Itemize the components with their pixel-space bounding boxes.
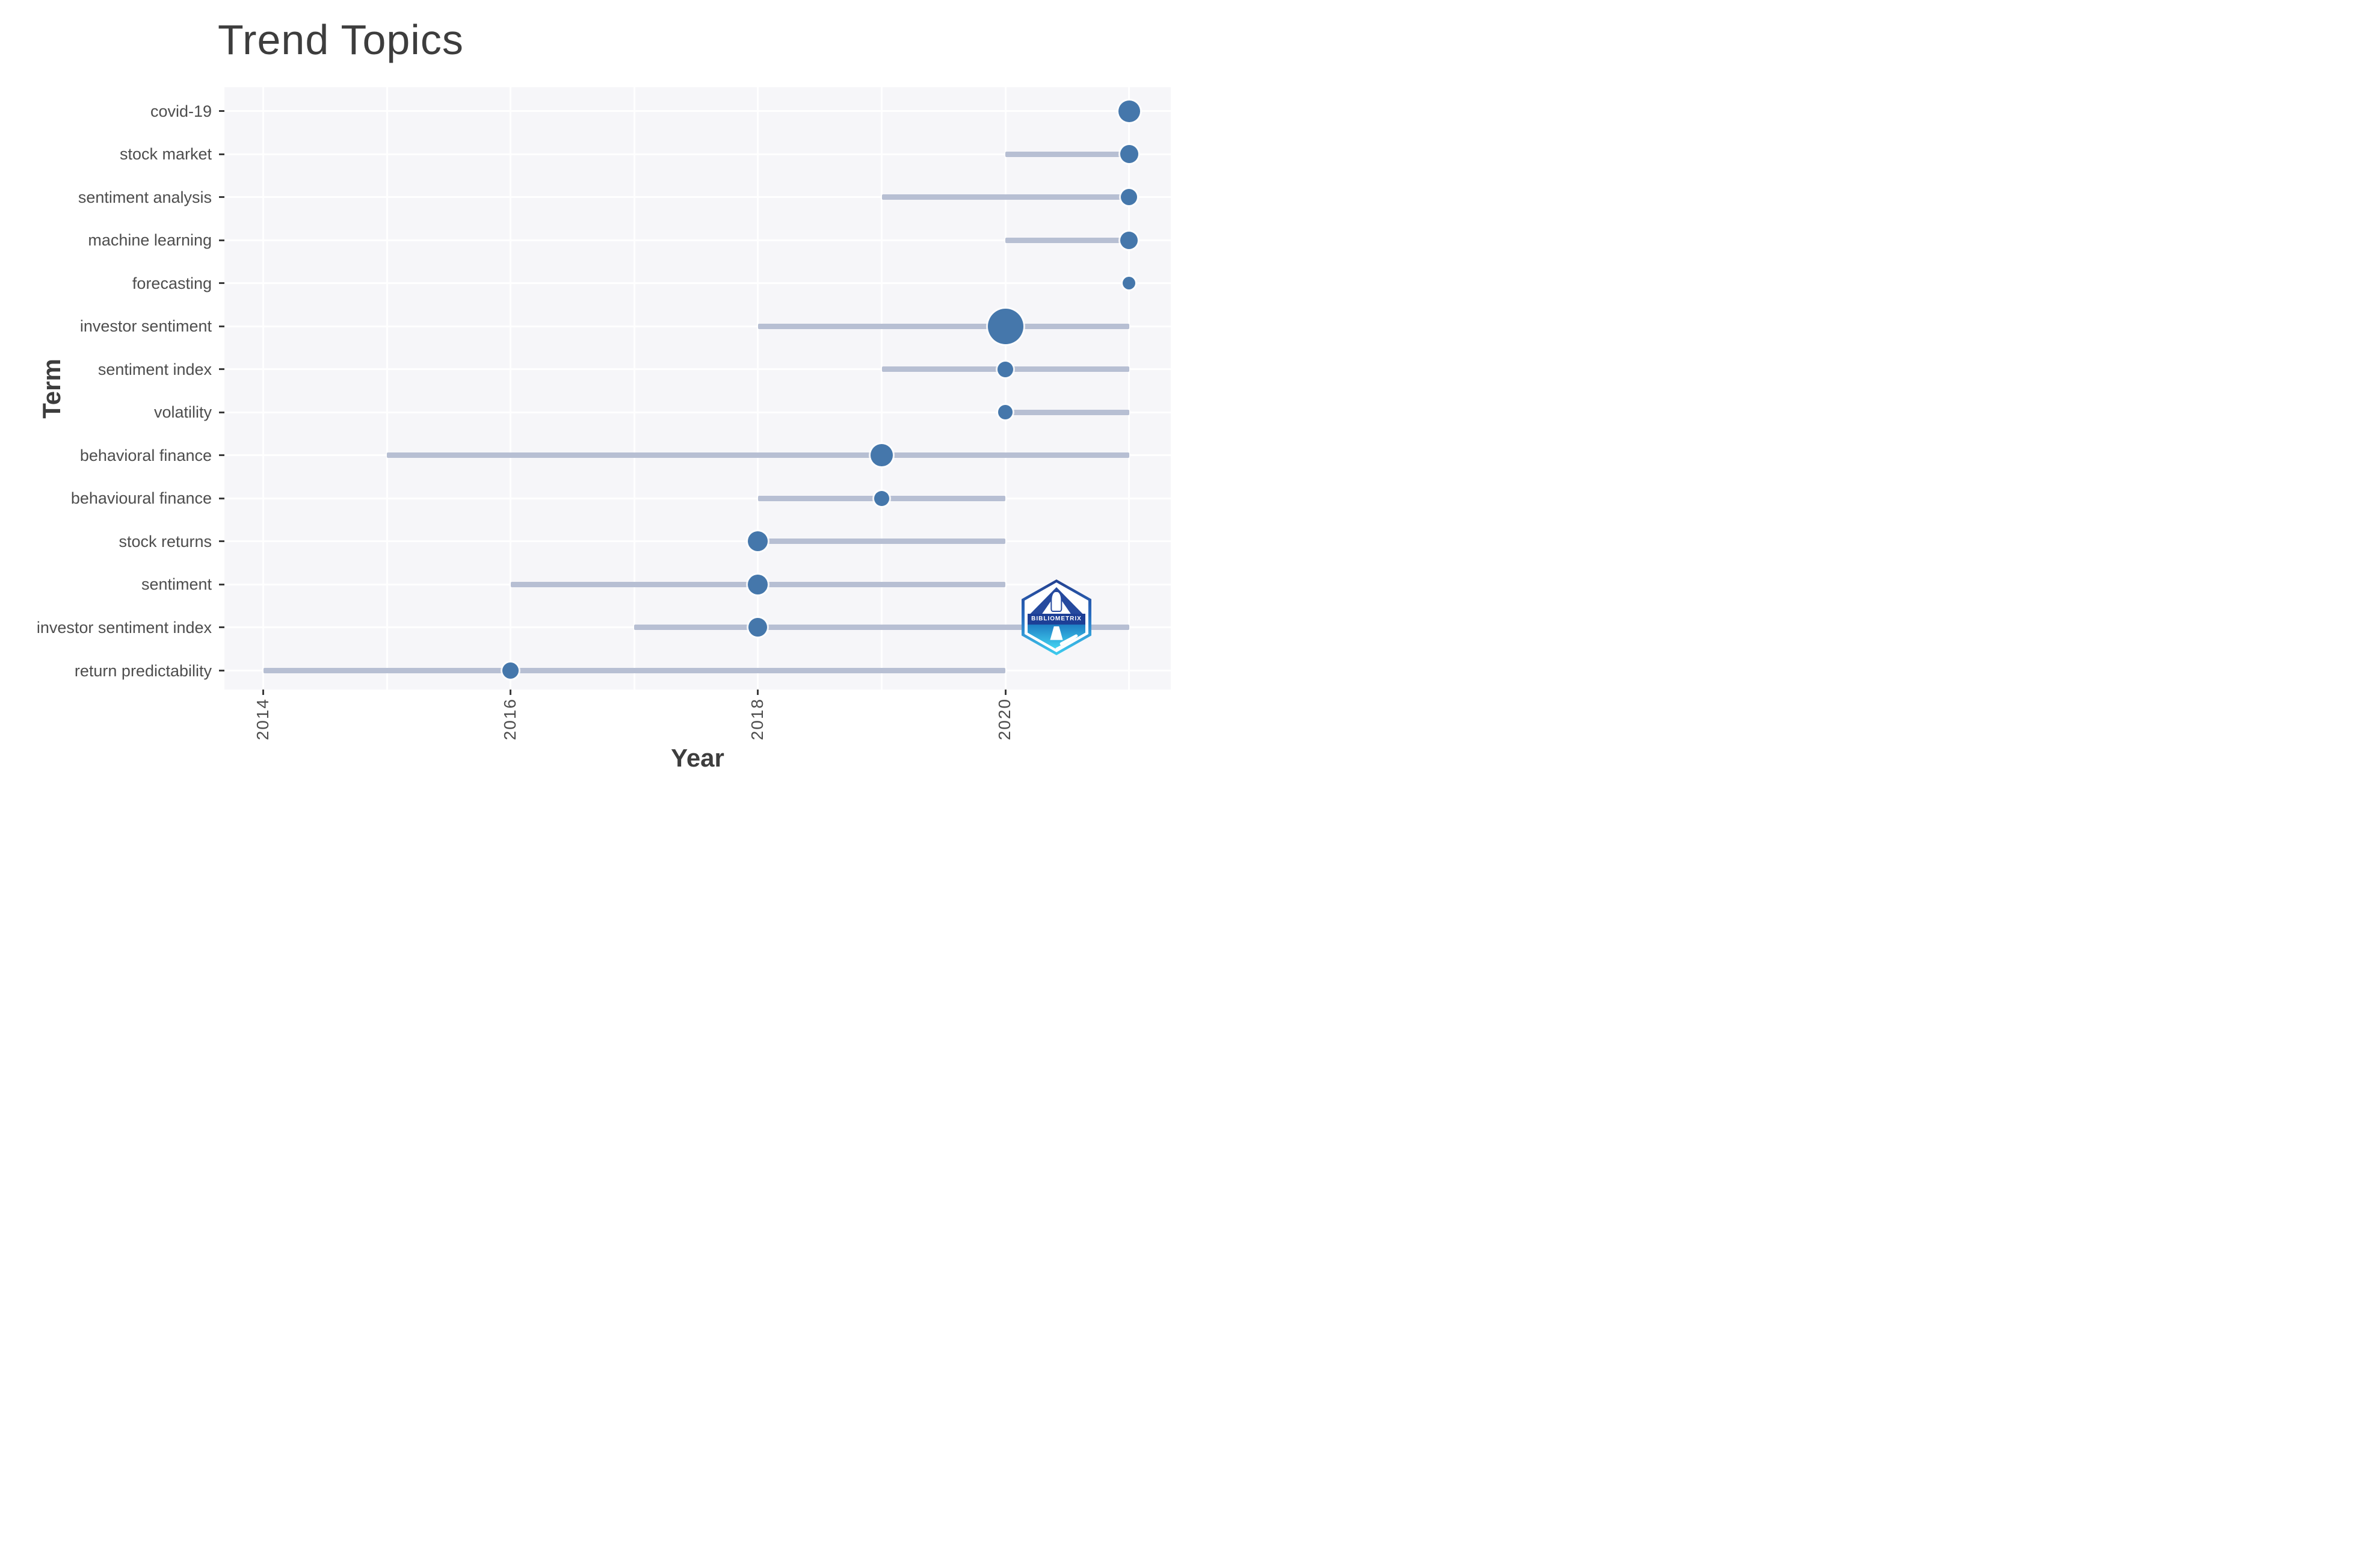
- logo-sea-area: [1028, 624, 1085, 649]
- horizontal-gridline: [224, 239, 1171, 241]
- vertical-gridline: [1128, 87, 1130, 690]
- term-frequency-bubble: [748, 574, 768, 594]
- y-tick-label: machine learning: [88, 231, 212, 250]
- x-tick-label: 2014: [253, 698, 272, 741]
- y-tick-label: behavioral finance: [79, 446, 212, 465]
- y-tick-label: return predictability: [74, 661, 212, 680]
- x-tick-mark: [757, 690, 759, 695]
- y-tick-label: stock returns: [119, 532, 212, 551]
- vertical-gridline: [757, 87, 759, 690]
- term-frequency-bubble: [998, 361, 1014, 377]
- term-frequency-bubble: [987, 308, 1023, 344]
- y-tick-mark: [219, 153, 224, 155]
- y-tick-label: behavioural finance: [70, 489, 212, 508]
- vertical-gridline: [881, 87, 883, 690]
- y-tick-mark: [219, 110, 224, 112]
- horizontal-gridline: [224, 196, 1171, 199]
- chart-title: Trend Topics: [218, 16, 464, 63]
- term-range-line: [263, 668, 1006, 674]
- y-tick-mark: [219, 626, 224, 629]
- horizontal-gridline: [224, 153, 1171, 155]
- y-tick-label: sentiment: [141, 575, 212, 594]
- horizontal-gridline: [224, 411, 1171, 413]
- y-tick-label: stock market: [119, 145, 212, 164]
- y-tick-mark: [219, 497, 224, 499]
- term-frequency-bubble: [1123, 277, 1136, 290]
- x-tick-label: 2016: [500, 698, 519, 741]
- x-axis-title: Year: [671, 744, 724, 772]
- vertical-gridline: [1004, 87, 1007, 690]
- y-tick-label: volatility: [153, 403, 212, 422]
- bibliometrix-logo: BIBLIOMETRIX: [1022, 579, 1091, 655]
- y-tick-label: investor sentiment index: [36, 618, 212, 637]
- y-tick-label: covid-19: [150, 102, 212, 120]
- term-frequency-bubble: [1120, 145, 1138, 164]
- y-tick-mark: [219, 454, 224, 457]
- horizontal-gridline: [224, 540, 1171, 543]
- vertical-gridline: [510, 87, 512, 690]
- plot-panel: [224, 87, 1171, 690]
- term-range-line: [387, 452, 1129, 458]
- logo-text-band: BIBLIOMETRIX: [1028, 613, 1085, 625]
- term-range-line: [1005, 237, 1129, 243]
- horizontal-gridline: [224, 497, 1171, 499]
- term-frequency-bubble: [748, 618, 768, 637]
- y-tick-label: forecasting: [132, 274, 212, 292]
- y-axis-title: Term: [37, 358, 66, 419]
- trend-topics-chart: Trend Topics covid-19 stock market sentime…: [0, 0, 1178, 784]
- term-frequency-bubble: [502, 662, 519, 679]
- term-range-line: [881, 194, 1129, 200]
- term-range-line: [757, 539, 1006, 545]
- term-range-line: [1005, 151, 1129, 157]
- y-tick-mark: [219, 670, 224, 672]
- y-tick-mark: [219, 325, 224, 327]
- y-tick-label: sentiment analysis: [78, 188, 212, 206]
- horizontal-gridline: [224, 368, 1171, 371]
- y-tick-mark: [219, 239, 224, 241]
- horizontal-gridline: [224, 282, 1171, 285]
- horizontal-gridline: [224, 110, 1171, 112]
- y-tick-mark: [219, 368, 224, 371]
- x-tick-mark: [262, 690, 264, 695]
- x-tick-label: 2018: [747, 698, 766, 741]
- vertical-gridline: [386, 87, 388, 690]
- y-tick-label: sentiment index: [97, 360, 212, 378]
- logo-lighthouse-top-icon: [1052, 591, 1061, 611]
- x-tick-label: 2020: [995, 698, 1014, 741]
- vertical-gridline: [262, 87, 264, 690]
- term-frequency-bubble: [874, 490, 889, 506]
- term-frequency-bubble: [1121, 189, 1138, 206]
- logo-lighthouse-icon: [1050, 626, 1063, 640]
- term-frequency-bubble: [1120, 231, 1138, 249]
- logo-text: BIBLIOMETRIX: [1031, 616, 1082, 623]
- y-tick-mark: [219, 540, 224, 543]
- x-tick-mark: [510, 690, 512, 695]
- term-range-line: [1005, 409, 1129, 415]
- y-tick-label: investor sentiment: [79, 317, 212, 336]
- horizontal-gridline: [224, 325, 1171, 327]
- y-tick-mark: [219, 411, 224, 413]
- y-tick-mark: [219, 196, 224, 199]
- vertical-gridline: [633, 87, 635, 690]
- y-tick-mark: [219, 583, 224, 585]
- term-frequency-bubble: [998, 405, 1013, 420]
- term-range-line: [634, 625, 1129, 631]
- x-tick-mark: [1004, 690, 1007, 695]
- term-frequency-bubble: [1118, 100, 1140, 122]
- y-tick-mark: [219, 282, 224, 285]
- term-frequency-bubble: [871, 444, 893, 467]
- term-range-line: [757, 323, 1129, 329]
- term-frequency-bubble: [748, 531, 768, 552]
